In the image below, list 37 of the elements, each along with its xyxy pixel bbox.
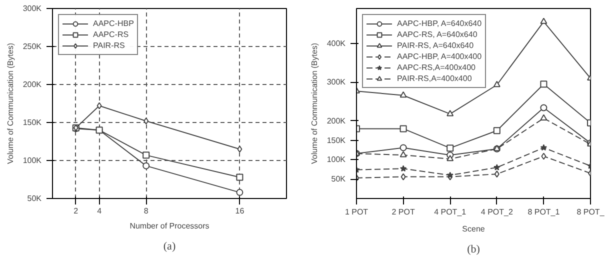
y-tick-label: 200K — [326, 116, 346, 126]
legend-label: PAIR-RS — [93, 40, 125, 51]
x-tick-label: 2 POT — [392, 208, 415, 216]
y-tick-label: 150K — [326, 136, 346, 145]
x-tick-label: 8 POT_1 — [528, 208, 560, 216]
y-tick-label: 200K — [22, 80, 42, 89]
x-tick-label: 4 — [97, 206, 102, 216]
x-tick-label: 8 POT_ — [576, 208, 605, 216]
x-tick-label: 8 — [144, 206, 149, 216]
x-tick-label: 1 POT — [344, 208, 368, 216]
x-axis-title: Number of Processors — [130, 222, 210, 230]
y-tick-label: 100K — [326, 155, 346, 164]
y-tick-label: 50K — [331, 174, 346, 184]
x-tick-label: 16 — [235, 206, 245, 216]
legend-label: AAPC-HBP — [93, 18, 134, 29]
y-tick-label: 400K — [326, 38, 346, 48]
legend-label: AAPC-RS — [93, 29, 129, 40]
legend-label: AAPC-RS,A=400x400 — [397, 62, 476, 73]
y-axis-title: Volume of Communication (Bytes) — [310, 42, 319, 164]
y-axis-title: Volume of Communication (Bytes) — [6, 42, 15, 164]
legend-label: PAIR-RS,A=400x400 — [397, 73, 472, 84]
legend-label: PAIR-RS, A=640x640 — [397, 40, 474, 51]
y-tick-label: 100K — [22, 156, 42, 165]
y-tick-label: 250K — [22, 42, 42, 51]
text: (b) — [467, 244, 480, 256]
legend-label: AAPC-HBP, A=640x640 — [397, 18, 482, 29]
y-tick-label: 300K — [326, 78, 346, 87]
x-tick-label: 2 — [74, 206, 79, 216]
text: (a) — [163, 240, 176, 252]
y-tick-label: 150K — [22, 118, 42, 127]
legend-label: AAPC-HBP, A=400x400 — [397, 51, 482, 62]
y-tick-label: 300K — [22, 4, 42, 13]
x-axis-title: Scene — [462, 224, 486, 234]
x-tick-label: 4 POT_2 — [480, 208, 514, 216]
x-tick-label: 4 POT_1 — [434, 208, 467, 216]
legend-label: AAPC-RS, A=640x640 — [397, 29, 478, 40]
y-tick-label: 50K — [27, 194, 42, 203]
